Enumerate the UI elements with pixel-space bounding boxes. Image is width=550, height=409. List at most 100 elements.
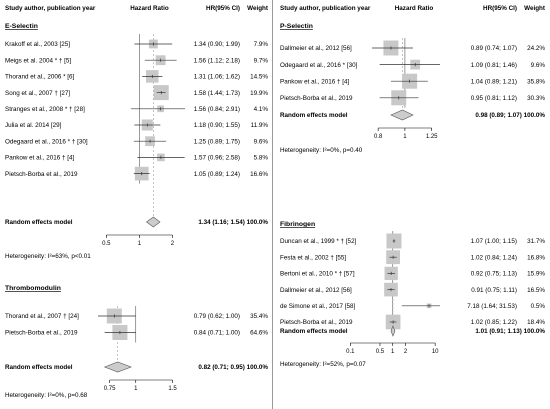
panel-title: E-Selectin <box>5 23 38 30</box>
study-weight: 24.2% <box>527 45 545 52</box>
study-weight: 14.5% <box>250 74 268 81</box>
study-label: Odegaard et al., 2016 * † [30] <box>5 138 88 145</box>
study-hr-ci: 0.92 (0.75; 1.13) <box>471 271 517 278</box>
study-label: Pietsch-Borba et al., 2019 <box>280 95 353 102</box>
study-weight: 0.5% <box>531 303 546 310</box>
panel-divider <box>272 0 273 409</box>
pooled-value: 0.98 (0.89; 1.07) 100.0% <box>475 112 545 119</box>
study-hr-ci: 1.02 (0.85; 1.22) <box>471 319 517 326</box>
study-weight: 9.7% <box>254 57 269 64</box>
pooled-label: Random effects model <box>5 364 73 371</box>
study-label: Bertoni et al., 2010 * † [57] <box>280 271 355 278</box>
x-tick-label: 2 <box>171 241 175 247</box>
x-tick-label: 10 <box>432 349 439 355</box>
study-hr-ci: 0.79 (0.62; 1.00) <box>194 313 240 320</box>
panel-title: P-Selectin <box>280 23 313 30</box>
pooled-diamond <box>145 216 161 228</box>
study-hr-ci: 1.34 (0.90; 1.99) <box>194 41 240 48</box>
header-study: Study author, publication year <box>5 5 96 12</box>
study-hr-ci: 0.84 (0.71; 1.00) <box>194 330 240 337</box>
panel-title: Thrombomodulin <box>5 285 61 292</box>
study-label: Thorand et al., 2007 † [24] <box>5 313 79 320</box>
study-label: Thorand et al., 2006 * [6] <box>5 74 75 81</box>
heterogeneity-text: Heterogeneity: I²=63%, p<0.01 <box>5 253 91 260</box>
study-hr-ci: 1.02 (0.84; 1.24) <box>471 254 517 261</box>
x-tick-label: 0.75 <box>104 386 116 392</box>
header-weight: Weight <box>247 5 269 12</box>
study-hr-ci: 7.18 (1.64; 31.53) <box>467 303 517 310</box>
study-weight: 16.8% <box>527 254 545 261</box>
header-hazard-ratio: Hazard Ratio <box>395 5 434 12</box>
study-weight: 35.4% <box>250 313 268 320</box>
x-tick-label: 0.5 <box>376 349 385 355</box>
study-weight: 9.6% <box>531 62 546 69</box>
study-label: Krakoff et al., 2003 [25] <box>5 41 70 48</box>
pooled-label: Random effects model <box>280 328 348 335</box>
study-hr-ci: 1.05 (0.89; 1.24) <box>194 171 240 178</box>
study-hr-ci: 1.04 (0.89; 1.21) <box>471 78 517 85</box>
x-tick-label: 0.8 <box>374 134 383 140</box>
x-tick-label: 1 <box>134 386 138 392</box>
study-hr-ci: 1.09 (0.81; 1.46) <box>471 62 517 69</box>
study-weight: 35.8% <box>527 78 545 85</box>
study-label: Festa et al., 2002 † [55] <box>280 254 346 261</box>
study-hr-ci: 1.56 (1.12; 2.18) <box>194 57 240 64</box>
pooled-diamond <box>390 325 396 337</box>
header-hr-ci: HR(95% CI) <box>206 5 240 12</box>
header-study: Study author, publication year <box>280 5 371 12</box>
study-hr-ci: 1.25 (0.89; 1.75) <box>194 138 240 145</box>
pooled-value: 0.82 (0.71; 0.95) 100.0% <box>198 364 268 371</box>
study-weight: 7.9% <box>254 41 269 48</box>
heterogeneity-text: Heterogeneity: I²=52%, p=0.07 <box>280 361 366 368</box>
x-tick-label: 1.5 <box>168 386 177 392</box>
study-hr-ci: 1.57 (0.96; 2.58) <box>194 155 240 162</box>
pooled-diamond <box>103 361 132 373</box>
study-label: Dallmeier et al., 2012 [56] <box>280 45 352 52</box>
x-tick-label: 1.25 <box>426 134 438 140</box>
study-weight: 4.1% <box>254 106 269 113</box>
study-hr-ci: 1.31 (1.06; 1.62) <box>194 74 240 81</box>
study-weight: 15.9% <box>527 271 545 278</box>
study-weight: 16.5% <box>527 287 545 294</box>
x-tick-label: 1 <box>403 134 407 140</box>
study-label: Pietsch-Borba et al., 2019 <box>280 319 353 326</box>
study-label: de Simone et al., 2017 [58] <box>280 303 356 310</box>
study-label: Meigs et al. 2004 * † [5] <box>5 57 71 64</box>
pooled-label: Random effects model <box>280 112 348 119</box>
pooled-label: Random effects model <box>5 219 73 226</box>
study-hr-ci: 0.89 (0.74; 1.07) <box>471 45 517 52</box>
study-weight: 19.9% <box>250 90 268 97</box>
pooled-value: 1.01 (0.91; 1.13) 100.0% <box>475 328 545 335</box>
heterogeneity-text: Heterogeneity: I²=0%, p=0.68 <box>5 392 88 399</box>
study-hr-ci: 1.58 (1.44; 1.73) <box>194 90 240 97</box>
study-hr-ci: 1.07 (1.00; 1.15) <box>471 238 517 245</box>
x-tick-label: 0.5 <box>102 241 111 247</box>
panel-title: Fibrinogen <box>280 221 315 228</box>
study-hr-ci: 1.18 (0.90; 1.55) <box>194 122 240 129</box>
study-label: Song et al., 2007 † [27] <box>5 90 70 97</box>
study-hr-ci: 0.91 (0.75; 1.11) <box>471 287 517 294</box>
study-weight: 18.4% <box>527 319 545 326</box>
study-label: Pietsch-Borba et al., 2019 <box>5 171 78 178</box>
study-weight: 11.9% <box>251 122 269 129</box>
study-label: Julia et al. 2014 [29] <box>5 122 62 129</box>
x-tick-label: 1 <box>138 241 142 247</box>
x-tick-label: 1 <box>391 349 395 355</box>
x-tick-label: 2 <box>404 349 408 355</box>
study-weight: 5.8% <box>254 155 269 162</box>
study-hr-ci: 0.95 (0.81; 1.12) <box>471 95 517 102</box>
study-weight: 64.6% <box>250 330 268 337</box>
study-label: Pankow et al., 2016 † [4] <box>5 155 75 162</box>
study-weight: 9.6% <box>254 138 269 145</box>
header-weight: Weight <box>524 5 546 12</box>
pooled-value: 1.34 (1.16; 1.54) 100.0% <box>198 219 268 226</box>
study-label: Stranges et al., 2008 * † [28] <box>5 106 85 113</box>
header-hr-ci: HR(95% CI) <box>483 5 517 12</box>
study-label: Pietsch-Borba et al., 2019 <box>5 330 78 337</box>
study-weight: 16.6% <box>250 171 268 178</box>
study-weight: 31.7% <box>527 238 545 245</box>
study-label: Pankow et al., 2016 † [4] <box>280 78 350 85</box>
study-hr-ci: 1.56 (0.84; 2.91) <box>194 106 240 113</box>
